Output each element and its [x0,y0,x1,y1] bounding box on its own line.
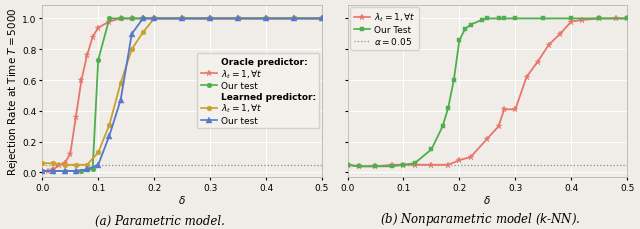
Legend: $\lambda_t = 1, \forall t$, Our Test, $\alpha = 0.05$: $\lambda_t = 1, \forall t$, Our Test, $\… [350,8,419,50]
X-axis label: $\delta$: $\delta$ [483,193,492,205]
Text: (b) Nonparametric model ($k$-NN).: (b) Nonparametric model ($k$-NN). [380,210,580,227]
Legend: Oracle predictor:, $\lambda_t = 1, \forall t$, Our test, Learned predictor:, $\l: Oracle predictor:, $\lambda_t = 1, \fora… [197,54,319,129]
X-axis label: $\delta$: $\delta$ [178,193,186,205]
Text: (a) Parametric model.: (a) Parametric model. [95,214,225,227]
Y-axis label: Rejection Rate at Time $T = 5000$: Rejection Rate at Time $T = 5000$ [6,8,20,175]
